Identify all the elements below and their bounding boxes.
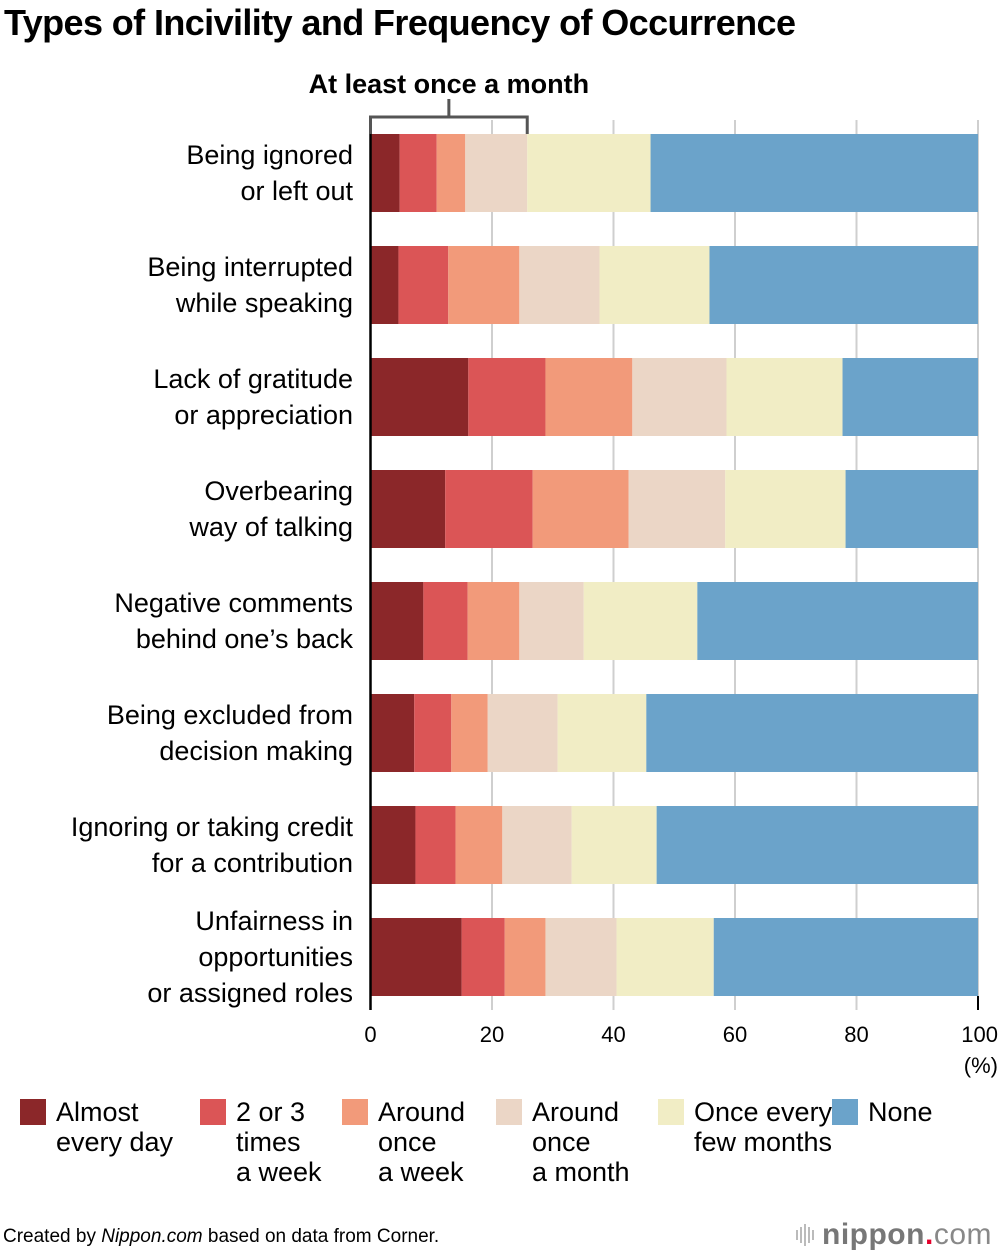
bar-segment — [650, 134, 978, 212]
bar-segment — [370, 582, 424, 660]
legend-label: 2 or 3 times a week — [236, 1097, 322, 1187]
bar-segment — [725, 470, 846, 548]
bar-segment — [448, 246, 520, 324]
legend-swatch — [496, 1099, 522, 1125]
bar-segment — [527, 134, 651, 212]
bar-segment — [709, 246, 978, 324]
bar-segment — [370, 470, 446, 548]
legend-swatch — [342, 1099, 368, 1125]
source-footer: Created by Nippon.com based on data from… — [3, 1226, 439, 1248]
legend-swatch — [658, 1099, 684, 1125]
legend-swatch — [200, 1099, 226, 1125]
bar-segment — [599, 246, 710, 324]
bar-segment — [504, 918, 546, 996]
legend-item: 2 or 3 times a week — [200, 1097, 322, 1187]
footer-suffix: based on data from Corner. — [202, 1226, 440, 1247]
legend-swatch — [832, 1099, 858, 1125]
bar-segment — [571, 806, 657, 884]
bar-segment — [370, 134, 400, 212]
logo-text: nippon.com — [822, 1218, 992, 1252]
bar-segment — [370, 358, 469, 436]
bar-segment — [468, 358, 546, 436]
x-unit-label: (%) — [964, 1053, 998, 1078]
bar-segment — [451, 694, 488, 772]
footer-prefix: Created by — [3, 1226, 102, 1247]
bar-segment — [519, 582, 584, 660]
x-tick-label: 100 — [961, 1022, 998, 1047]
category-label: Unfairness in opportunities or assigned ro… — [147, 906, 353, 1008]
bar-segment — [461, 918, 505, 996]
bar-segment — [532, 470, 629, 548]
bar-segment — [465, 134, 528, 212]
bar-segment — [487, 694, 558, 772]
bracket-label: At least once a month — [309, 69, 590, 99]
bar-segment — [842, 358, 978, 436]
bar-segment — [415, 806, 456, 884]
bar-segment — [455, 806, 503, 884]
bar-segment — [467, 582, 520, 660]
bar-segment — [445, 470, 533, 548]
logo-dot: . — [924, 1218, 934, 1251]
bar-segment — [502, 806, 572, 884]
chart-plot: Being ignored or left out Being interrupte… — [71, 69, 998, 1078]
legend-item: Almost every day — [20, 1097, 173, 1157]
category-label: Being ignored or left out — [186, 140, 353, 206]
x-tick-label: 0 — [364, 1022, 376, 1047]
logo-name: nippon — [822, 1218, 925, 1251]
bar-segment — [726, 358, 843, 436]
bar-segment — [370, 806, 416, 884]
bar-segment — [398, 246, 449, 324]
bracket — [369, 115, 529, 134]
x-tick-label: 20 — [480, 1022, 504, 1047]
bar-segment — [545, 358, 633, 436]
bar-segment — [414, 694, 452, 772]
x-tick-label: 40 — [601, 1022, 625, 1047]
bar-segment — [628, 470, 726, 548]
bar-segment — [845, 470, 978, 548]
nippon-logo: nippon.com — [796, 1218, 992, 1252]
bar-segment — [646, 694, 978, 772]
bar-segment — [697, 582, 978, 660]
legend-item: Around once a week — [342, 1097, 465, 1187]
legend-label: Almost every day — [56, 1097, 174, 1157]
bar-segment — [632, 358, 727, 436]
legend-label: Around once a week — [378, 1097, 466, 1187]
legend-item: Around once a month — [496, 1097, 630, 1187]
category-label: Negative comments behind one’s back — [114, 588, 353, 654]
bar-segment — [557, 694, 647, 772]
bar-segment — [423, 582, 468, 660]
bar-segment — [370, 918, 462, 996]
legend-label: Around once a month — [532, 1097, 630, 1187]
bar-segment — [656, 806, 978, 884]
legend-swatch — [20, 1099, 46, 1125]
bar-segment — [713, 918, 978, 996]
bar-segment — [519, 246, 600, 324]
legend: Almost every day 2 or 3 times a week Aroun… — [20, 1097, 1000, 1197]
chart-title: Types of Incivility and Frequency of Occ… — [4, 2, 796, 43]
bar-segment — [545, 918, 617, 996]
bar-segment — [370, 694, 415, 772]
category-label: Overbearing way of talking — [188, 476, 353, 542]
category-label: Ignoring or taking credit for a contribut… — [71, 812, 354, 878]
category-label: Lack of gratitude or appreciation — [153, 364, 353, 430]
bar-segment — [436, 134, 466, 212]
legend-item: Once every few months — [658, 1097, 832, 1157]
bar-segment — [583, 582, 698, 660]
bar-segment — [399, 134, 437, 212]
bar-segment — [616, 918, 714, 996]
category-label: Being interrupted while speaking — [147, 252, 353, 318]
category-label: Being excluded from decision making — [107, 700, 353, 766]
x-tick-label: 80 — [844, 1022, 868, 1047]
legend-label: Once every few months — [694, 1097, 833, 1157]
bar-segment — [370, 246, 399, 324]
legend-item: None — [832, 1097, 933, 1127]
logo-tld: com — [933, 1218, 992, 1251]
legend-label: None — [868, 1097, 933, 1127]
footer-source: Nippon.com — [101, 1226, 203, 1247]
x-tick-label: 60 — [723, 1022, 747, 1047]
logo-bars-icon — [796, 1224, 814, 1246]
